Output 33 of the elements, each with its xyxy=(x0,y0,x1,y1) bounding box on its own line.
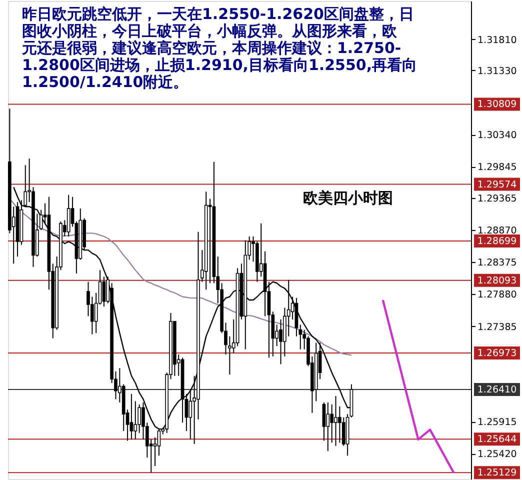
y-tick-label: 1.31810 xyxy=(478,34,517,46)
y-tick-label: 1.29845 xyxy=(478,162,517,174)
y-tick-label: 1.27880 xyxy=(478,290,517,301)
annotation: 欧美四小时图 xyxy=(303,189,393,207)
y-tick-label: 1.25420 xyxy=(478,449,517,460)
ref-line-label: 1.29574 xyxy=(477,179,517,190)
candlestick xyxy=(130,394,134,440)
candlestick xyxy=(66,194,70,237)
candlestick xyxy=(134,400,138,440)
y-tick-label: 1.25915 xyxy=(478,417,517,428)
ref-line-label: 1.30809 xyxy=(477,99,517,110)
y-tick-label: 1.31330 xyxy=(478,66,517,77)
candlestick xyxy=(208,198,212,284)
candlestick xyxy=(334,395,338,446)
candlestick xyxy=(330,404,334,444)
y-tick-label: 1.27385 xyxy=(478,322,517,333)
ref-line-label: 1.25644 xyxy=(477,434,517,446)
candlestick xyxy=(342,416,346,446)
y-tick-label: 1.29365 xyxy=(478,193,517,204)
ref-line-label: 1.28699 xyxy=(477,236,517,248)
y-tick-label: 1.28870 xyxy=(478,225,517,236)
line-series xyxy=(382,298,455,474)
ref-line-label: 1.26973 xyxy=(477,348,517,359)
text: 昨日欧元跳空低开，一天在1.2550-1.2620区间盘整，日图收小阴柱，今日上破平台，小幅反弹。从图形来看，欧元还是很弱，建议逢高空欧元，本周操作建议：1.2750-1.2800区间进场，止损1.2910,目标看向1.2550,再看向1.2500/1.2410附近。 xyxy=(21,5,418,91)
candlestick xyxy=(338,406,342,444)
candlestick xyxy=(326,402,330,452)
ref-line-label: 1.26410 xyxy=(477,384,517,396)
ref-line-label: 1.25129 xyxy=(477,468,517,479)
y-tick-label: 1.28375 xyxy=(478,258,517,269)
ref-line-label: 1.28093 xyxy=(477,275,517,286)
candlestick xyxy=(322,402,326,442)
y-tick-label: 1.30340 xyxy=(478,130,517,142)
candlestick xyxy=(279,318,282,365)
